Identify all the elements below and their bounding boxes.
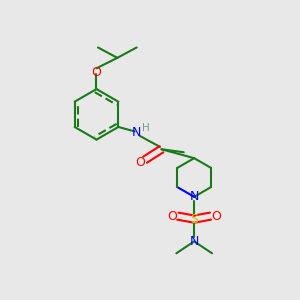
Text: O: O: [92, 66, 101, 79]
Text: H: H: [142, 123, 150, 133]
Text: N: N: [190, 235, 199, 248]
Text: O: O: [167, 210, 177, 223]
Text: N: N: [190, 190, 199, 203]
Text: O: O: [212, 210, 221, 223]
Text: N: N: [131, 126, 141, 140]
Text: O: O: [135, 156, 145, 169]
Text: S: S: [190, 213, 198, 226]
